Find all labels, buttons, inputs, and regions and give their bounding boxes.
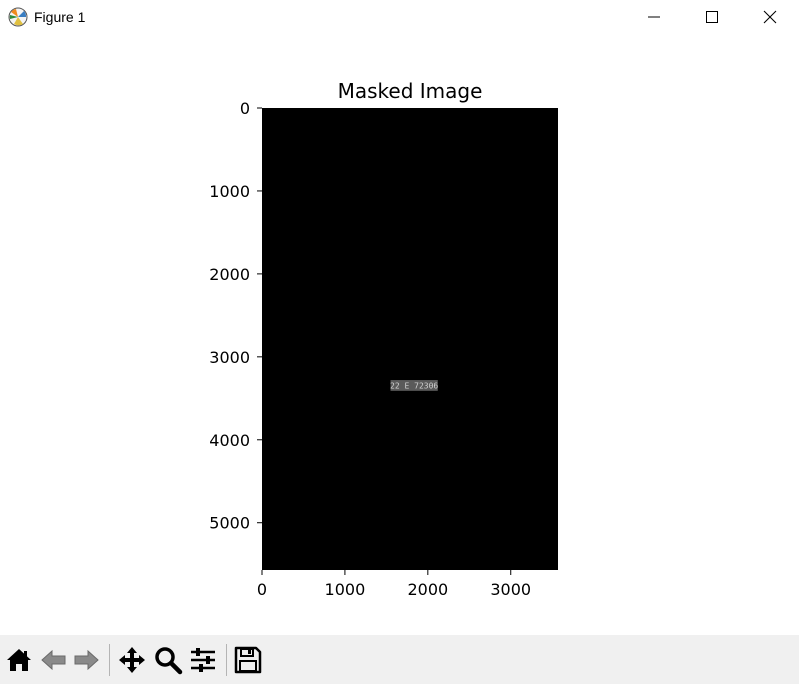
y-tick-label: 4000 bbox=[209, 431, 250, 450]
configure-subplots-icon bbox=[191, 648, 215, 672]
chart-title: Masked Image bbox=[338, 79, 483, 103]
x-tick-label: 3000 bbox=[490, 580, 531, 599]
x-tick-label: 1000 bbox=[325, 580, 366, 599]
close-icon bbox=[763, 10, 777, 24]
image-axes: Masked Image 22 E 72306 0 1000 2000 3000 0 1… bbox=[209, 79, 558, 599]
zoom-button[interactable] bbox=[153, 645, 185, 675]
pan-icon bbox=[119, 647, 145, 673]
title-bar: Figure 1 bbox=[0, 0, 799, 34]
y-tick-label: 3000 bbox=[209, 348, 250, 367]
maximize-button[interactable] bbox=[683, 0, 741, 34]
unmasked-region-text: 22 E 72306 bbox=[390, 381, 438, 390]
toolbar-separator bbox=[226, 644, 227, 676]
x-axis: 0 1000 2000 3000 bbox=[257, 570, 531, 599]
maximize-icon bbox=[706, 11, 718, 23]
zoom-icon bbox=[155, 647, 183, 675]
back-icon bbox=[41, 649, 66, 671]
masked-image bbox=[262, 108, 558, 570]
home-icon bbox=[7, 649, 31, 671]
minimize-icon bbox=[648, 16, 660, 18]
forward-icon bbox=[74, 649, 99, 671]
y-tick-label: 1000 bbox=[209, 182, 250, 201]
forward-button[interactable] bbox=[71, 645, 103, 675]
save-button[interactable] bbox=[233, 645, 265, 675]
figure-canvas[interactable]: Masked Image 22 E 72306 0 1000 2000 3000 0 1… bbox=[0, 34, 799, 635]
y-axis: 0 1000 2000 3000 4000 5000 bbox=[209, 99, 262, 533]
save-icon bbox=[234, 646, 262, 674]
pan-button[interactable] bbox=[117, 645, 149, 675]
navigation-toolbar bbox=[0, 635, 799, 684]
x-tick-label: 0 bbox=[257, 580, 267, 599]
configure-subplots-button[interactable] bbox=[188, 645, 220, 675]
window-title: Figure 1 bbox=[34, 9, 86, 25]
y-tick-label: 0 bbox=[240, 99, 250, 118]
y-tick-label: 2000 bbox=[209, 265, 250, 284]
y-tick-label: 5000 bbox=[209, 514, 250, 533]
home-button[interactable] bbox=[4, 645, 36, 675]
minimize-button[interactable] bbox=[625, 0, 683, 34]
x-tick-label: 2000 bbox=[407, 580, 448, 599]
back-button[interactable] bbox=[39, 645, 71, 675]
matplotlib-icon bbox=[8, 7, 28, 27]
close-button[interactable] bbox=[741, 0, 799, 34]
unmasked-region bbox=[390, 380, 438, 391]
toolbar-separator bbox=[109, 644, 110, 676]
